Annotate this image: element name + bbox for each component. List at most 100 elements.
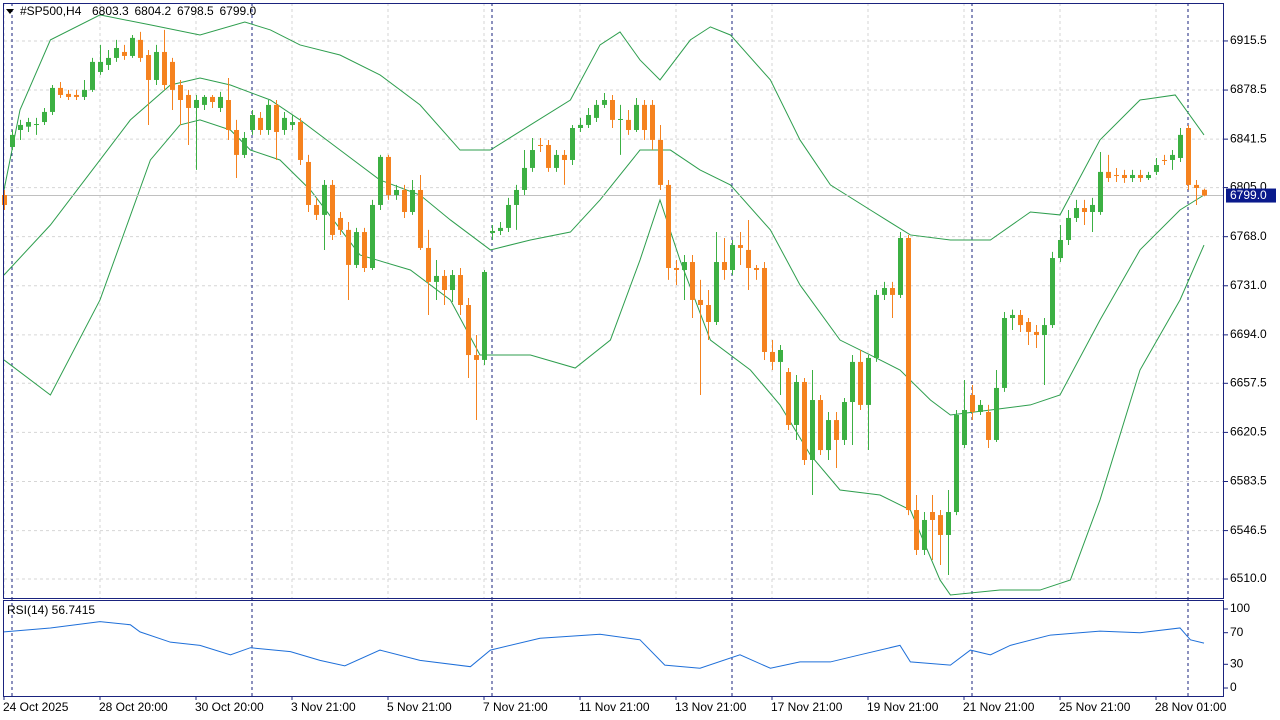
x-tick-label: 11 Nov 21:00 xyxy=(579,700,650,714)
y-tick-label: 6731.0 xyxy=(1230,278,1267,292)
y-tick-label: 6510.0 xyxy=(1230,571,1267,585)
candle-body xyxy=(90,61,95,90)
candle-body xyxy=(2,195,7,205)
candle-body xyxy=(482,271,487,360)
candle-body xyxy=(674,267,679,270)
candle-body xyxy=(554,154,559,168)
candle-body xyxy=(466,305,471,356)
candle-body xyxy=(202,96,207,105)
candle-body xyxy=(818,400,823,451)
price-marker-label: 6799.0 xyxy=(1230,188,1267,202)
candle-body xyxy=(1018,314,1023,326)
grid-layer xyxy=(3,3,1228,700)
candle-body xyxy=(346,229,351,265)
candle-body xyxy=(1034,331,1039,336)
candle-body xyxy=(74,94,79,97)
candle-body xyxy=(730,245,735,270)
candle-body xyxy=(450,275,455,291)
candle-body xyxy=(1042,325,1047,336)
candle-body xyxy=(338,217,343,230)
candle-body xyxy=(114,47,119,58)
x-tick-label: 7 Nov 21:00 xyxy=(483,700,548,714)
candle-body xyxy=(370,204,375,268)
candle-body xyxy=(274,104,279,132)
candle-body xyxy=(1138,174,1143,179)
candle-body xyxy=(1026,321,1031,332)
bollinger-band xyxy=(3,14,1205,241)
candle-body xyxy=(946,512,951,535)
y-tick-label: 6546.5 xyxy=(1230,523,1267,537)
candle-body xyxy=(130,37,135,56)
candle-body xyxy=(322,184,327,215)
candle-body xyxy=(1146,174,1151,179)
main-panel-frame xyxy=(3,3,1224,599)
candle-body xyxy=(514,189,519,205)
candle-body xyxy=(626,119,631,130)
candle-body xyxy=(962,409,967,446)
candle-body xyxy=(1058,239,1063,259)
bollinger-band xyxy=(3,77,1205,416)
candle-body xyxy=(1170,154,1175,160)
candle-body xyxy=(778,349,783,362)
x-tick-label: 28 Oct 20:00 xyxy=(99,700,168,714)
candle-body xyxy=(418,189,423,248)
candle-body xyxy=(650,104,655,140)
candle-body xyxy=(826,420,831,451)
candle-body xyxy=(602,99,607,105)
candle-body xyxy=(922,519,927,550)
x-tick-label: 3 Nov 21:00 xyxy=(291,700,356,714)
candle-body xyxy=(266,104,271,130)
candle-body xyxy=(586,114,591,125)
candle-body xyxy=(570,127,575,160)
candle-body xyxy=(506,204,511,228)
candle-body xyxy=(58,87,63,95)
candle-body xyxy=(938,515,943,535)
candle-body xyxy=(610,99,615,120)
candle-body xyxy=(1066,217,1071,240)
candle-body xyxy=(810,400,815,460)
x-tick-label: 19 Nov 21:00 xyxy=(867,700,939,714)
candle-body xyxy=(714,262,719,322)
candle-body xyxy=(1098,171,1103,212)
marks-layer xyxy=(2,14,1224,669)
candle-body xyxy=(970,394,975,412)
candle-body xyxy=(1050,258,1055,326)
candle-body xyxy=(210,96,215,102)
candle-body xyxy=(746,249,751,268)
candle-body xyxy=(642,104,647,130)
candle-body xyxy=(882,288,887,295)
candle-body xyxy=(178,85,183,100)
candle-body xyxy=(762,267,767,352)
candle-body xyxy=(442,275,447,291)
candle-body xyxy=(34,124,39,126)
candle-body xyxy=(682,262,687,270)
candle-body xyxy=(914,510,919,550)
candle-body xyxy=(402,189,407,212)
candle-body xyxy=(282,117,287,130)
y-tick-label: 6878.5 xyxy=(1230,82,1267,96)
candle-body xyxy=(386,156,391,196)
indicator-title: RSI(14) 56.7415 xyxy=(7,603,95,617)
y-tick-label: 6657.5 xyxy=(1230,375,1267,389)
candle-body xyxy=(1178,134,1183,158)
candle-body xyxy=(226,99,231,130)
candle-body xyxy=(866,357,871,405)
y-tick-label: 70 xyxy=(1230,625,1244,639)
ohlc-value: 6803.3 xyxy=(92,4,129,18)
candle-body xyxy=(1106,171,1111,179)
candle-body xyxy=(770,351,775,362)
candle-body xyxy=(754,267,759,270)
candle-body xyxy=(306,161,311,205)
candle-body xyxy=(594,104,599,118)
candle-body xyxy=(290,122,295,125)
candle-body xyxy=(330,184,335,235)
x-tick-label: 5 Nov 21:00 xyxy=(387,700,452,714)
ohlc-value: 6799.0 xyxy=(220,4,257,18)
candle-body xyxy=(18,124,23,130)
price-marker xyxy=(1226,188,1276,203)
candle-body xyxy=(530,150,535,168)
y-tick-label: 6841.5 xyxy=(1230,131,1267,145)
